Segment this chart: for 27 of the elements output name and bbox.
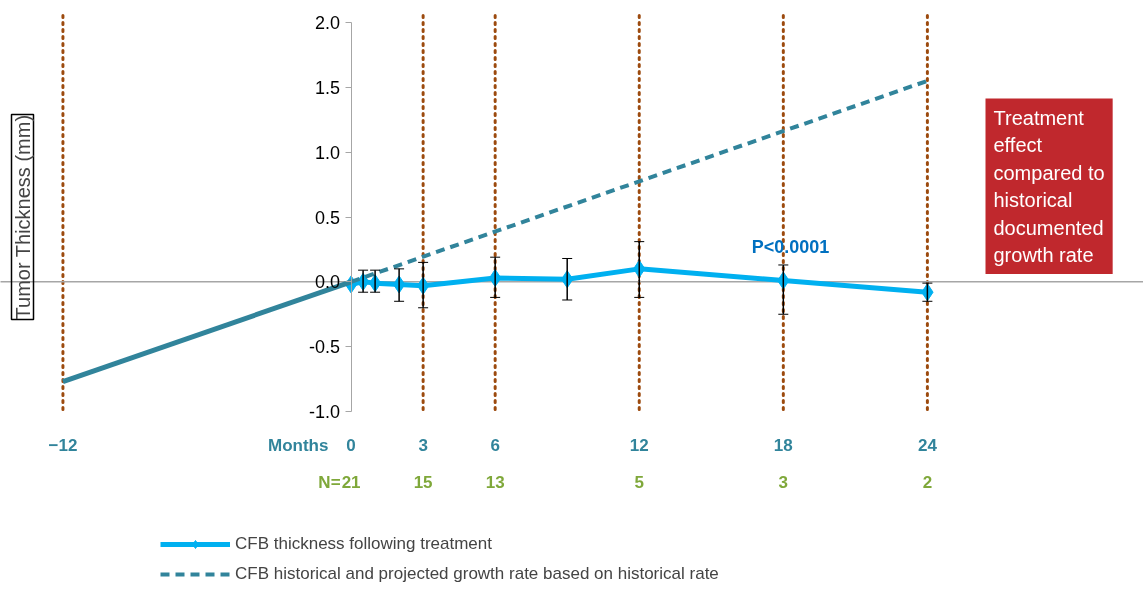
- x-tick-label: 12: [629, 435, 649, 455]
- x-axis-title: Months: [268, 435, 329, 455]
- text: 15: [413, 472, 433, 492]
- annotation: Treatment effect compared to historical documented growth rate: [993, 106, 1105, 266]
- y-tick-label: 0.0: [315, 272, 341, 293]
- y-axis-title: Tumor Thickness (mm): [11, 114, 34, 320]
- x-tick-label: 6: [490, 435, 500, 455]
- y-tick-label: 2.0: [315, 13, 341, 33]
- x-tick-label: 3: [418, 435, 428, 455]
- text: 5: [634, 472, 644, 492]
- text: 21: [341, 472, 361, 492]
- y-tick-label: 0.5: [315, 207, 341, 228]
- text: N=: [318, 472, 341, 492]
- y-tick-label: 1.5: [315, 77, 341, 98]
- x-tick-label: −12: [48, 435, 78, 455]
- text: 3: [778, 472, 789, 492]
- x-tick-label: 0: [346, 435, 356, 455]
- y-tick-label: -0.5: [309, 337, 341, 358]
- y-tick-label: -1.0: [309, 402, 341, 422]
- y-tick-label: 1.0: [315, 142, 341, 163]
- x-tick-label: 24: [917, 435, 938, 455]
- text: 13: [485, 472, 505, 492]
- x-tick-label: 18: [773, 435, 793, 455]
- annotation: P<0.0001: [751, 236, 830, 257]
- text: 2: [922, 472, 933, 492]
- legend-label: CFB thickness following treatment: [235, 534, 492, 554]
- legend-label: CFB historical and projected growth rate based on historical rate: [235, 564, 719, 584]
